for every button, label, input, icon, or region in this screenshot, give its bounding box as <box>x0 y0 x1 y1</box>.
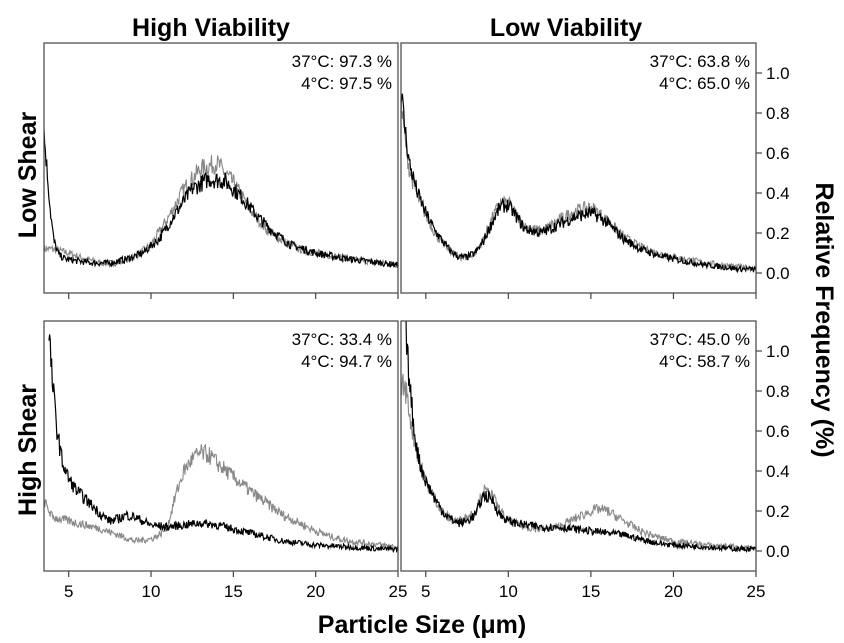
chart-panel-1: 37°C: 97.3 % 4°C: 97.5 % <box>43 42 399 299</box>
panel-frame <box>43 42 399 294</box>
viability-annotation: 4°C: 58.7 % <box>659 352 750 371</box>
series-line-gray <box>401 93 756 273</box>
x-tick-label: 15 <box>224 582 243 601</box>
x-tick-label: 20 <box>306 582 325 601</box>
y-tick-label: 0.4 <box>766 184 790 203</box>
viability-annotation: 4°C: 94.7 % <box>301 352 392 371</box>
viability-annotation: 37°C: 63.8 % <box>650 52 750 71</box>
viability-annotation: 4°C: 97.5 % <box>301 74 392 93</box>
x-axis-title: Particle Size (μm) <box>318 611 526 639</box>
chart-panel-3: 5 10 15 20 25 37°C: 33.4 % 4°C: 94.7 % <box>43 320 408 601</box>
series-line-gray <box>44 443 398 552</box>
series-line-gray <box>401 373 756 551</box>
x-tick-label: 25 <box>389 582 408 601</box>
viability-annotation: 37°C: 97.3 % <box>292 52 392 71</box>
chart-panel-2: 0.0 0.2 0.4 0.6 0.8 1.0 37°C: 63.8 % 4°C: 65.0 … <box>400 42 790 299</box>
x-tick-label: 10 <box>142 582 161 601</box>
series-line-black <box>48 334 398 554</box>
y-tick-label: 0.2 <box>766 502 790 521</box>
x-tick-label: 5 <box>64 582 73 601</box>
y-tick-label: 0.8 <box>766 382 790 401</box>
column-title-low-viability: Low Viability <box>490 14 642 42</box>
panel-frame <box>43 320 399 572</box>
y-tick-label: 0.8 <box>766 104 790 123</box>
x-tick-label: 10 <box>499 582 518 601</box>
series-line-gray <box>44 155 398 269</box>
viability-annotation: 4°C: 65.0 % <box>659 74 750 93</box>
y-tick-label: 0.6 <box>766 144 790 163</box>
y-axis-title: Relative Frequency (%) <box>810 182 838 457</box>
y-tick-label: 0.2 <box>766 224 790 243</box>
chart-panel-4: 5 10 15 20 25 0.0 0.2 0.4 0.6 0.8 1.0 37°C: 45.0 % 4… <box>400 320 790 601</box>
y-tick-label: 1.0 <box>766 64 790 83</box>
y-tick-label: 0.0 <box>766 264 790 283</box>
series-line-black <box>405 321 756 554</box>
row-title-high-shear: High Shear <box>14 384 42 516</box>
panel-frame <box>400 42 757 294</box>
viability-annotation: 37°C: 33.4 % <box>292 330 392 349</box>
x-tick-label: 5 <box>421 582 430 601</box>
column-title-high-viability: High Viability <box>132 14 290 42</box>
y-tick-label: 0.4 <box>766 462 790 481</box>
x-tick-label: 15 <box>581 582 600 601</box>
viability-annotation: 37°C: 45.0 % <box>650 330 750 349</box>
y-tick-label: 0.0 <box>766 542 790 561</box>
row-title-low-shear: Low Shear <box>14 112 42 239</box>
series-line-black <box>44 129 398 268</box>
series-line-black <box>401 93 756 274</box>
x-tick-label: 25 <box>747 582 766 601</box>
y-tick-label: 0.6 <box>766 422 790 441</box>
x-tick-label: 20 <box>664 582 683 601</box>
panel-frame <box>400 320 757 572</box>
panels-group: 37°C: 97.3 % 4°C: 97.5 % 0.0 0.2 0.4 0.6 0.8 1.… <box>43 42 790 601</box>
y-tick-label: 1.0 <box>766 342 790 361</box>
